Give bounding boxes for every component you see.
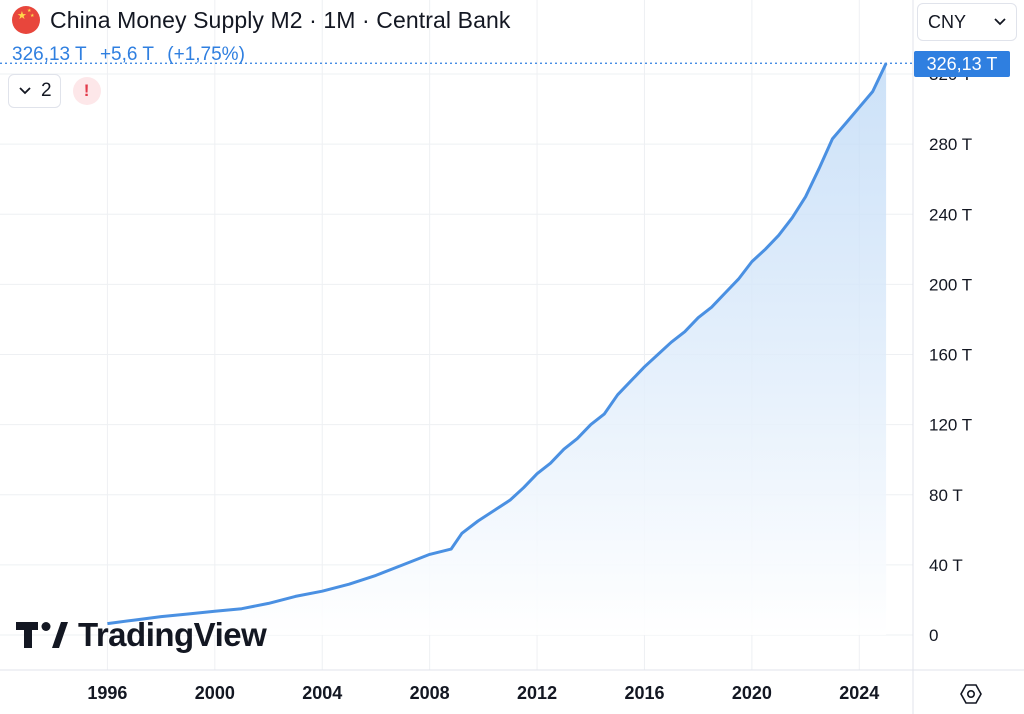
settings-hexagon-icon[interactable] bbox=[957, 680, 985, 708]
currency-select[interactable]: CNY bbox=[917, 3, 1017, 41]
x-tick-label: 2020 bbox=[732, 683, 772, 703]
chart-header: ★ ★ ★ China Money Supply M2 · 1M · Centr… bbox=[12, 6, 510, 34]
x-tick-label: 2000 bbox=[195, 683, 235, 703]
m2-series-line[interactable] bbox=[107, 62, 888, 626]
x-tick-label: 2016 bbox=[624, 683, 664, 703]
x-tick-label: 2012 bbox=[517, 683, 557, 703]
y-tick-label: 40 T bbox=[929, 556, 963, 575]
change-value: +5,6 T bbox=[99, 44, 154, 65]
y-tick-label: 80 T bbox=[929, 486, 963, 505]
y-tick-label: 280 T bbox=[929, 135, 972, 154]
chevron-down-icon bbox=[994, 18, 1006, 26]
x-axis[interactable]: 1996 2000 2004 2008 2012 2016 2020 2024 bbox=[87, 683, 879, 703]
chevron-down-icon bbox=[19, 87, 31, 95]
indicator-count: 2 bbox=[41, 80, 52, 101]
price-summary: 326,13 T +5,6 T (+1,75%) bbox=[12, 44, 253, 66]
y-tick-label: 0 bbox=[929, 626, 938, 645]
brand-name: TradingView bbox=[78, 616, 267, 653]
china-flag-icon: ★ ★ ★ bbox=[12, 6, 40, 34]
tradingview-logo[interactable]: TradingView bbox=[16, 616, 267, 654]
y-tick-label: 200 T bbox=[929, 275, 972, 294]
y-tick-label: 120 T bbox=[929, 416, 972, 435]
currency-value: CNY bbox=[928, 11, 967, 32]
settings-glyph bbox=[960, 684, 982, 704]
x-tick-label: 2004 bbox=[302, 683, 342, 703]
alert-mark: ! bbox=[83, 81, 90, 100]
last-price-label: 326,13 T bbox=[914, 51, 1010, 77]
x-tick-label: 1996 bbox=[87, 683, 127, 703]
change-percent: (+1,75%) bbox=[167, 44, 245, 65]
y-tick-label: 160 T bbox=[929, 346, 972, 365]
tradingview-logo-icon bbox=[16, 622, 68, 648]
indicators-toggle-button[interactable]: 2 bbox=[8, 74, 61, 108]
last-value: 326,13 T bbox=[12, 44, 87, 65]
indicator-controls: 2 ! bbox=[8, 74, 101, 108]
x-tick-label: 2024 bbox=[839, 683, 879, 703]
chart-title: China Money Supply M2 · 1M · Central Ban… bbox=[50, 6, 511, 33]
y-tick-label: 240 T bbox=[929, 205, 972, 224]
exclamation-icon[interactable]: ! bbox=[72, 77, 101, 105]
x-tick-label: 2008 bbox=[410, 683, 450, 703]
m2-area-fill bbox=[107, 63, 887, 636]
